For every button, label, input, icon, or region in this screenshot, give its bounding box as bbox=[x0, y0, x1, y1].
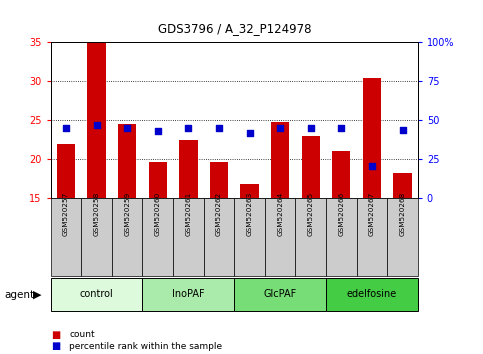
Bar bbox=[81, 198, 112, 276]
Bar bbox=[271, 122, 289, 198]
Bar bbox=[149, 162, 167, 198]
Text: ▶: ▶ bbox=[33, 290, 42, 300]
Point bbox=[368, 163, 376, 169]
Bar bbox=[296, 198, 326, 276]
Text: GSM520260: GSM520260 bbox=[155, 192, 161, 236]
Text: percentile rank within the sample: percentile rank within the sample bbox=[69, 342, 222, 351]
Bar bbox=[393, 173, 412, 198]
Point bbox=[276, 125, 284, 131]
Bar bbox=[326, 278, 418, 312]
Text: GSM520258: GSM520258 bbox=[94, 192, 99, 236]
Text: GSM520259: GSM520259 bbox=[124, 192, 130, 236]
Bar bbox=[142, 278, 234, 312]
Text: InoPAF: InoPAF bbox=[172, 289, 205, 299]
Text: control: control bbox=[80, 289, 114, 299]
Point bbox=[123, 125, 131, 131]
Bar bbox=[173, 198, 204, 276]
Point bbox=[215, 125, 223, 131]
Bar bbox=[387, 198, 418, 276]
Point bbox=[93, 122, 100, 128]
Bar bbox=[356, 198, 387, 276]
Bar bbox=[204, 198, 234, 276]
Bar bbox=[51, 278, 142, 312]
Bar bbox=[179, 140, 198, 198]
Point bbox=[154, 129, 162, 134]
Point bbox=[246, 130, 254, 136]
Bar bbox=[301, 136, 320, 198]
Bar bbox=[326, 198, 356, 276]
Point bbox=[185, 125, 192, 131]
Text: count: count bbox=[69, 330, 95, 339]
Point bbox=[398, 127, 406, 132]
Bar bbox=[142, 198, 173, 276]
Bar bbox=[87, 42, 106, 198]
Point bbox=[62, 125, 70, 131]
Bar bbox=[241, 184, 259, 198]
Text: edelfosine: edelfosine bbox=[347, 289, 397, 299]
Text: GDS3796 / A_32_P124978: GDS3796 / A_32_P124978 bbox=[157, 22, 311, 35]
Text: ■: ■ bbox=[51, 330, 60, 339]
Text: GSM520264: GSM520264 bbox=[277, 192, 283, 236]
Bar bbox=[57, 144, 75, 198]
Bar bbox=[234, 278, 326, 312]
Text: ■: ■ bbox=[51, 341, 60, 351]
Text: GSM520267: GSM520267 bbox=[369, 192, 375, 236]
Bar bbox=[51, 198, 81, 276]
Text: GSM520265: GSM520265 bbox=[308, 192, 314, 236]
Text: GSM520263: GSM520263 bbox=[246, 192, 253, 236]
Text: GSM520268: GSM520268 bbox=[399, 192, 406, 236]
Text: GSM520261: GSM520261 bbox=[185, 192, 191, 236]
Bar bbox=[363, 78, 381, 198]
Bar bbox=[234, 198, 265, 276]
Bar bbox=[210, 162, 228, 198]
Text: GSM520257: GSM520257 bbox=[63, 192, 69, 236]
Text: GlcPAF: GlcPAF bbox=[264, 289, 297, 299]
Bar bbox=[265, 198, 296, 276]
Point bbox=[307, 125, 314, 131]
Text: agent: agent bbox=[5, 290, 35, 300]
Text: GSM520262: GSM520262 bbox=[216, 192, 222, 236]
Bar bbox=[112, 198, 142, 276]
Point bbox=[338, 125, 345, 131]
Bar bbox=[118, 124, 136, 198]
Bar bbox=[332, 151, 351, 198]
Text: GSM520266: GSM520266 bbox=[338, 192, 344, 236]
